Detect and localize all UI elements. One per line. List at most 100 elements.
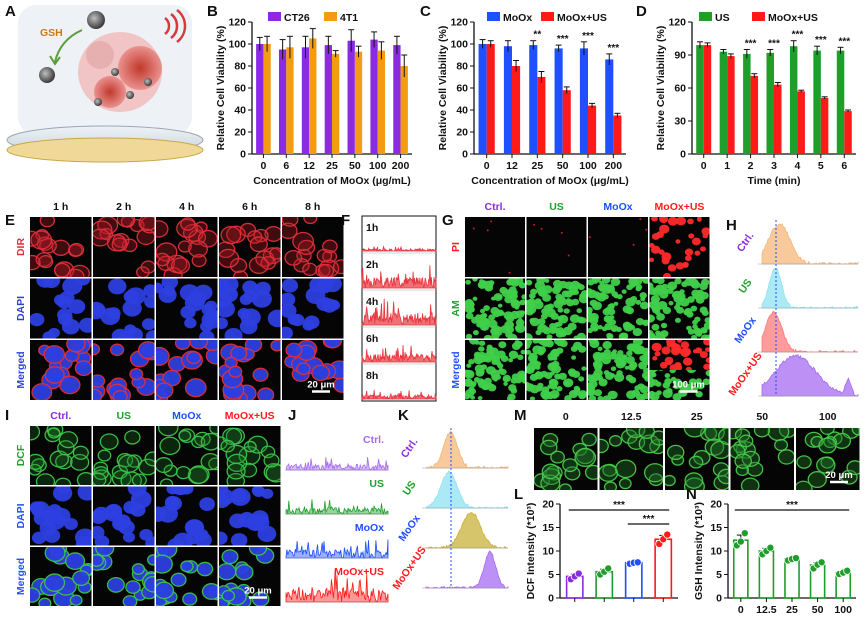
data-point [574, 569, 583, 578]
cell [219, 489, 235, 506]
x-tick-label: 12 [506, 160, 518, 172]
legend-swatch-4t1 [324, 12, 337, 21]
cell [718, 428, 729, 446]
chart-c: 0 20 40 60 80 100 120 0 12 25 ** 50 *** 100 *** 200 *** C… [437, 17, 629, 188]
y-tick-label: 40 [456, 105, 468, 117]
cell [753, 428, 771, 438]
cell [466, 363, 472, 368]
x-tick-label: 6 [841, 160, 847, 172]
cell [570, 345, 578, 352]
cell [270, 340, 281, 352]
micrograph-content [93, 547, 155, 606]
x-tick-label: 0 [484, 160, 490, 172]
cell [588, 306, 593, 314]
cell [588, 379, 598, 389]
cell [557, 307, 564, 313]
tumor-cell [118, 46, 162, 90]
bar-moox-us [774, 84, 782, 154]
panel-label-n: N [686, 486, 697, 503]
cell [544, 278, 550, 283]
cell [556, 321, 563, 327]
y-tick-label: 5 [716, 569, 722, 581]
cell [145, 330, 155, 339]
profile-label: MoOx+US [334, 566, 384, 578]
cell [818, 437, 837, 454]
profile-label: US [369, 478, 384, 490]
y-tick-label: 10 [710, 546, 722, 558]
cell [584, 464, 598, 480]
cell [66, 268, 85, 277]
cell [695, 378, 702, 384]
cell [655, 332, 666, 339]
cell [617, 350, 624, 356]
bar-moox-us [562, 90, 571, 154]
cell [316, 296, 333, 312]
cell [58, 431, 79, 449]
cell [677, 340, 683, 343]
micrograph-content [219, 486, 277, 546]
cell [221, 589, 236, 602]
row-label: Merged [15, 351, 27, 388]
panel-e-image-grid: 1 h 2 h 4 h 6 h 8 h DIR DAPI Merged 20 μm [15, 201, 344, 400]
intensity-profile [361, 265, 437, 289]
cell [604, 372, 614, 380]
cell [199, 330, 215, 339]
cell [53, 294, 68, 306]
cell [471, 381, 477, 386]
micrograph-content [526, 340, 587, 400]
nanoparticle [39, 67, 55, 83]
micrograph-blank [465, 217, 525, 277]
cell [292, 231, 315, 251]
bar-moox [554, 48, 563, 154]
cell [685, 366, 692, 370]
ultrasound-wave-icon [164, 17, 171, 35]
cell [124, 430, 141, 445]
bar-moox [605, 59, 614, 154]
cell [610, 278, 621, 287]
y-tick-label: 120 [668, 17, 686, 29]
cell [156, 554, 173, 574]
cell [602, 395, 612, 400]
column-label: MoOx [172, 410, 201, 422]
cell [544, 372, 553, 380]
cell [78, 317, 92, 333]
cell [573, 335, 580, 339]
significance-label: *** [838, 36, 850, 47]
cell [209, 426, 218, 435]
cell [224, 327, 243, 339]
cell [161, 278, 179, 290]
cell [204, 309, 218, 324]
cell [657, 287, 664, 292]
cell [513, 278, 524, 286]
cell [632, 327, 643, 337]
cell [704, 347, 710, 352]
bar-4t1 [286, 47, 294, 154]
cell [178, 429, 192, 442]
cell [810, 435, 824, 448]
cell [170, 572, 187, 587]
cell [656, 231, 664, 239]
cell [267, 309, 281, 328]
cell [66, 340, 86, 353]
column-label: 12.5 [621, 411, 642, 423]
y-tick-label: 20 [710, 499, 722, 511]
cell [565, 298, 572, 303]
x-tick-label: 6 [283, 160, 289, 172]
cell [625, 297, 636, 307]
y-axis-label: Relative Cell Viability (%) [215, 26, 227, 151]
cell [796, 480, 813, 490]
cell [621, 354, 628, 360]
cell [701, 328, 708, 334]
x-axis-label: Time (min) [748, 175, 801, 187]
column-label: 1 h [53, 201, 68, 213]
cell [284, 249, 303, 266]
significance-label: *** [768, 39, 780, 50]
cell [598, 378, 608, 387]
data-point [843, 566, 852, 575]
cell [156, 346, 170, 366]
cell [641, 371, 648, 380]
data-point [604, 564, 613, 573]
cell [563, 308, 570, 314]
cell [125, 287, 146, 305]
